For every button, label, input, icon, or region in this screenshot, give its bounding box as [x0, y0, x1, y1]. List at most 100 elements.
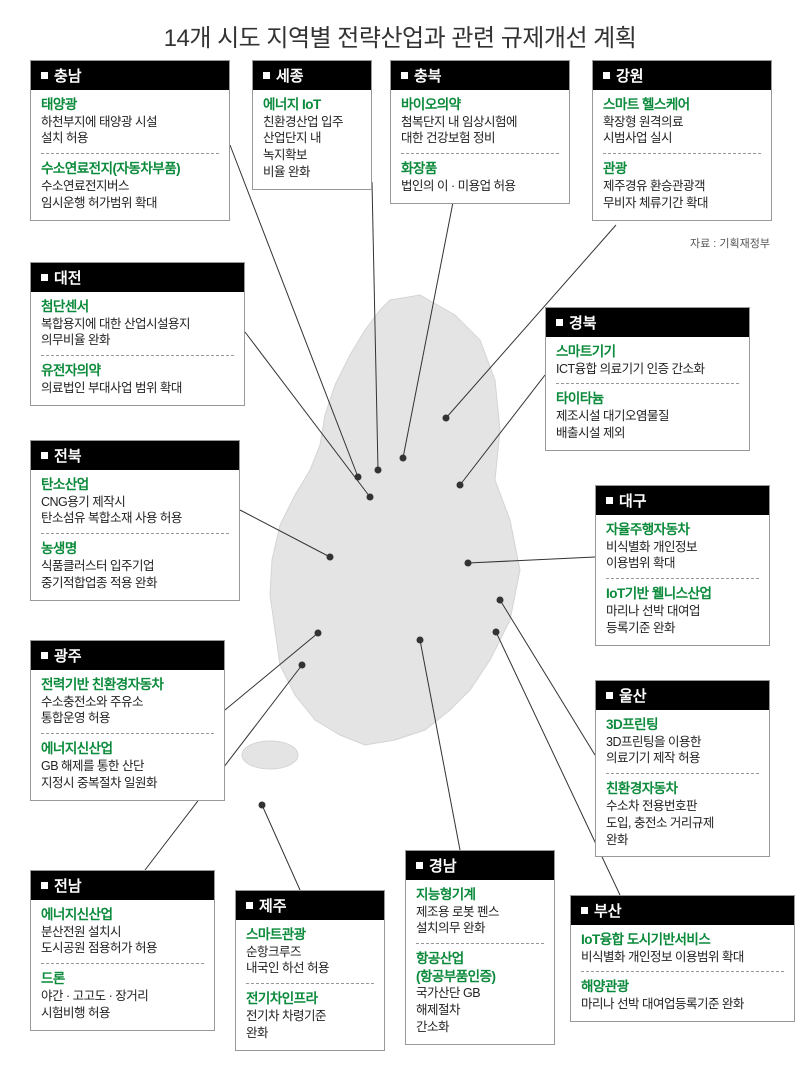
region-header: 전북: [31, 441, 239, 470]
region-box-gyeongbuk: 경북스마트기기ICT융합 의료기기 인증 간소화타이타늄제조시설 대기오염물질배…: [545, 307, 750, 451]
industry-desc: 전기차 차령기준완화: [246, 1008, 374, 1042]
industry-title: 에너지신산업: [41, 740, 214, 758]
industry-item: 전기차인프라전기차 차령기준완화: [246, 990, 374, 1041]
industry-title: 바이오의약: [401, 96, 559, 114]
region-body: 지능형기계제조용 로봇 펜스설치의무 완화항공산업(항공부품인증)국가산단 GB…: [406, 880, 554, 1044]
region-box-sejong: 세종에너지 IoT친환경산업 입주산업단지 내녹지확보비율 완화: [252, 60, 372, 190]
industry-title: 에너지신산업: [41, 906, 204, 924]
region-box-jeonnam: 전남에너지신산업분산전원 설치시도시공원 점용허가 허용드론야간 · 고고도 ·…: [30, 870, 215, 1031]
industry-item: 자율주행자동차비식별화 개인정보이용범위 확대: [606, 521, 759, 572]
divider: [401, 153, 559, 154]
industry-title: 친환경자동차: [606, 780, 759, 798]
industry-desc: 수소충전소와 주유소통합운영 허용: [41, 694, 214, 728]
page-title: 14개 시도 지역별 전략산업과 관련 규제개선 계획: [0, 0, 800, 63]
industry-title: 타이타늄: [556, 390, 739, 408]
region-header: 충북: [391, 61, 569, 90]
region-box-chungnam: 충남태양광하천부지에 태양광 시설설치 허용수소연료전지(자동차부품)수소연료전…: [30, 60, 230, 221]
industry-desc: 식품클러스터 입주기업중기적합업종 적용 완화: [41, 558, 229, 592]
industry-title: 농생명: [41, 540, 229, 558]
industry-title: 수소연료전지(자동차부품): [41, 160, 219, 178]
divider: [603, 153, 761, 154]
industry-item: 스마트기기ICT융합 의료기기 인증 간소화: [556, 343, 739, 377]
industry-item: 3D프린팅3D프린팅을 이용한의료기기 제작 허용: [606, 716, 759, 767]
industry-item: 에너지신산업GB 해제를 통한 산단지정시 중복절차 일원화: [41, 740, 214, 791]
industry-desc: 수소차 전용번호판도입, 충전소 거리규제완화: [606, 798, 759, 849]
region-body: 에너지 IoT친환경산업 입주산업단지 내녹지확보비율 완화: [253, 90, 371, 189]
region-header: 경남: [406, 851, 554, 880]
industry-item: 타이타늄제조시설 대기오염물질배출시설 제외: [556, 390, 739, 441]
industry-item: 스마트 헬스케어확장형 원격의료시범사업 실시: [603, 96, 761, 147]
region-box-jeonbuk: 전북탄소산업CNG용기 제작시탄소섬유 복합소재 사용 허용농생명식품클러스터 …: [30, 440, 240, 601]
industry-item: 탄소산업CNG용기 제작시탄소섬유 복합소재 사용 허용: [41, 476, 229, 527]
region-body: 에너지신산업분산전원 설치시도시공원 점용허가 허용드론야간 · 고고도 · 장…: [31, 900, 214, 1030]
region-box-gyeongnam: 경남지능형기계제조용 로봇 펜스설치의무 완화항공산업(항공부품인증)국가산단 …: [405, 850, 555, 1045]
industry-item: IoT기반 웰니스산업마리나 선박 대여업등록기준 완화: [606, 585, 759, 636]
region-box-gangwon: 강원스마트 헬스케어확장형 원격의료시범사업 실시관광제주경유 환승관광객무비자…: [592, 60, 772, 221]
industry-desc: 국가산단 GB해제절차간소화: [416, 985, 544, 1036]
region-body: 탄소산업CNG용기 제작시탄소섬유 복합소재 사용 허용농생명식품클러스터 입주…: [31, 470, 239, 600]
industry-title: 지능형기계: [416, 886, 544, 904]
industry-desc: 하천부지에 태양광 시설설치 허용: [41, 114, 219, 148]
industry-desc: 분산전원 설치시도시공원 점용허가 허용: [41, 924, 204, 958]
industry-desc: 법인의 이 · 미용업 허용: [401, 178, 559, 195]
industry-title: 유전자의약: [41, 362, 234, 380]
divider: [41, 733, 214, 734]
divider: [606, 578, 759, 579]
region-box-jeju: 제주스마트관광순항크루즈내국인 하선 허용전기차인프라전기차 차령기준완화: [235, 890, 385, 1051]
industry-item: 항공산업(항공부품인증)국가산단 GB해제절차간소화: [416, 950, 544, 1036]
industry-item: 화장품법인의 이 · 미용업 허용: [401, 160, 559, 194]
industry-title: 탄소산업: [41, 476, 229, 494]
industry-item: 지능형기계제조용 로봇 펜스설치의무 완화: [416, 886, 544, 937]
industry-desc: 제조용 로봇 펜스설치의무 완화: [416, 904, 544, 938]
region-header: 대전: [31, 263, 244, 292]
industry-desc: 비식별화 개인정보이용범위 확대: [606, 539, 759, 573]
divider: [246, 983, 374, 984]
industry-title: 자율주행자동차: [606, 521, 759, 539]
industry-title: 해양관광: [581, 978, 784, 996]
industry-desc: GB 해제를 통한 산단지정시 중복절차 일원화: [41, 758, 214, 792]
industry-title: 항공산업(항공부품인증): [416, 950, 544, 985]
industry-item: 친환경자동차수소차 전용번호판도입, 충전소 거리규제완화: [606, 780, 759, 848]
region-header: 울산: [596, 681, 769, 710]
industry-item: 태양광하천부지에 태양광 시설설치 허용: [41, 96, 219, 147]
industry-title: 전력기반 친환경자동차: [41, 676, 214, 694]
industry-desc: ICT융합 의료기기 인증 간소화: [556, 361, 739, 378]
region-body: 스마트관광순항크루즈내국인 하선 허용전기차인프라전기차 차령기준완화: [236, 920, 384, 1050]
industry-item: 에너지 IoT친환경산업 입주산업단지 내녹지확보비율 완화: [263, 96, 361, 181]
region-body: 전력기반 친환경자동차수소충전소와 주유소통합운영 허용에너지신산업GB 해제를…: [31, 670, 224, 800]
industry-item: 드론야간 · 고고도 · 장거리시험비행 허용: [41, 970, 204, 1021]
industry-desc: 의료법인 부대사업 범위 확대: [41, 380, 234, 397]
region-body: 자율주행자동차비식별화 개인정보이용범위 확대 IoT기반 웰니스산업마리나 선박…: [596, 515, 769, 645]
industry-item: 전력기반 친환경자동차수소충전소와 주유소통합운영 허용: [41, 676, 214, 727]
region-body: 태양광하천부지에 태양광 시설설치 허용수소연료전지(자동차부품)수소연료전지버…: [31, 90, 229, 220]
industry-desc: 마리나 선박 대여업등록기준 완화: [581, 996, 784, 1013]
region-header: 세종: [253, 61, 371, 90]
region-header: 경북: [546, 308, 749, 337]
region-body: 스마트기기ICT융합 의료기기 인증 간소화타이타늄제조시설 대기오염물질배출시…: [546, 337, 749, 450]
korea-map: [200, 280, 600, 780]
source-text: 자료 : 기획재정부: [690, 235, 770, 251]
industry-title: 드론: [41, 970, 204, 988]
region-body: 3D프린팅3D프린팅을 이용한의료기기 제작 허용친환경자동차수소차 전용번호판…: [596, 710, 769, 856]
region-header: 충남: [31, 61, 229, 90]
industry-desc: 마리나 선박 대여업등록기준 완화: [606, 603, 759, 637]
industry-desc: 순항크루즈내국인 하선 허용: [246, 944, 374, 978]
region-box-ulsan: 울산3D프린팅3D프린팅을 이용한의료기기 제작 허용친환경자동차수소차 전용번…: [595, 680, 770, 857]
industry-desc: 제주경유 환승관광객무비자 체류기간 확대: [603, 178, 761, 212]
industry-title: IoT기반 웰니스산업: [606, 585, 759, 603]
industry-title: 스마트 헬스케어: [603, 96, 761, 114]
divider: [41, 153, 219, 154]
region-header: 부산: [571, 896, 794, 925]
industry-desc: 수소연료전지버스임시운행 허가범위 확대: [41, 178, 219, 212]
region-body: IoT융합 도시기반서비스비식별화 개인정보 이용범위 확대해양관광마리나 선박…: [571, 925, 794, 1021]
industry-title: 에너지 IoT: [263, 96, 361, 114]
divider: [581, 971, 784, 972]
region-box-chungbuk: 충북바이오의약첨복단지 내 임상시험에대한 건강보험 정비화장품법인의 이 · …: [390, 60, 570, 204]
industry-title: 태양광: [41, 96, 219, 114]
region-box-daejeon: 대전첨단센서복합용지에 대한 산업시설용지의무비율 완화유전자의약의료법인 부대…: [30, 262, 245, 406]
industry-item: 에너지신산업분산전원 설치시도시공원 점용허가 허용: [41, 906, 204, 957]
industry-title: 첨단센서: [41, 298, 234, 316]
divider: [41, 533, 229, 534]
region-header: 강원: [593, 61, 771, 90]
region-box-gwangju: 광주전력기반 친환경자동차수소충전소와 주유소통합운영 허용에너지신산업GB 해…: [30, 640, 225, 801]
